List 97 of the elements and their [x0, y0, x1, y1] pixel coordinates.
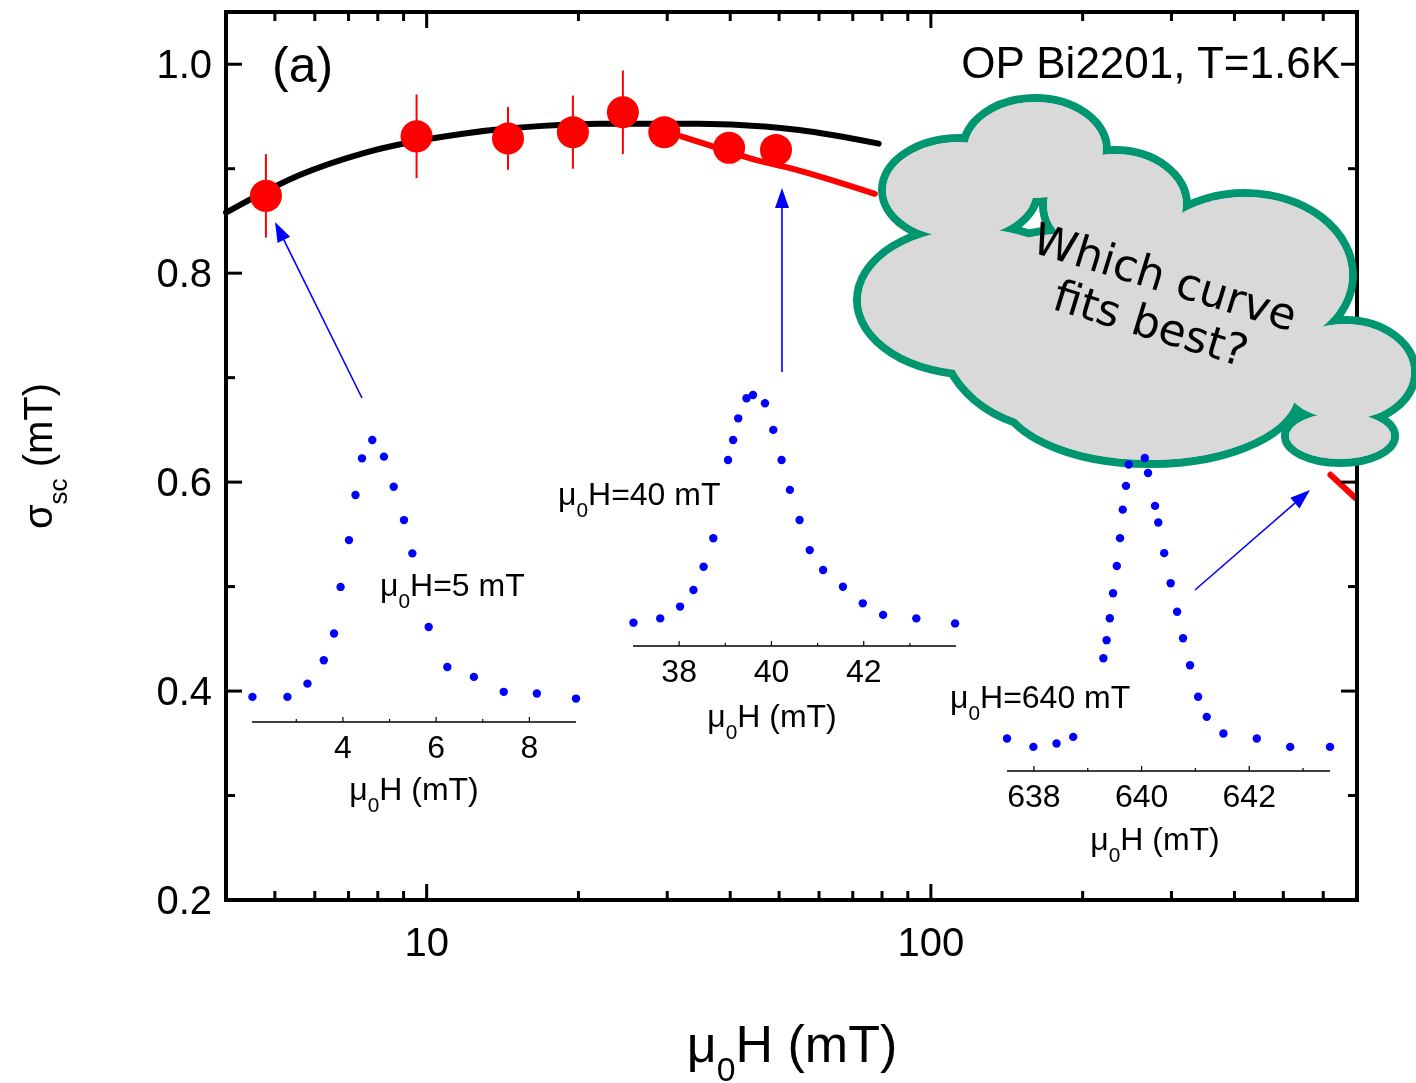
point: [399, 515, 409, 525]
annotation: (a): [272, 37, 334, 93]
point: [1118, 505, 1127, 514]
point: [1159, 548, 1169, 558]
point: [912, 614, 921, 623]
y-tick-label: 0.4: [156, 669, 212, 714]
point: [734, 414, 743, 423]
point: [760, 399, 770, 408]
point: [1052, 739, 1061, 748]
point: [1150, 501, 1160, 511]
point: [1099, 654, 1108, 663]
point: [785, 485, 795, 495]
point: [336, 582, 345, 592]
y-tick-label: 0.8: [156, 251, 212, 296]
x-tick-label: 4: [334, 729, 352, 765]
y-tick-label: 1.0: [156, 42, 212, 87]
point: [571, 694, 581, 703]
x-tick-label: 40: [753, 653, 790, 689]
x-tick-label: 8: [520, 729, 539, 765]
point: [319, 656, 328, 665]
annotation: μ$_{0}$H=5 mT: [380, 567, 525, 612]
point: [709, 534, 718, 543]
point: [675, 602, 685, 611]
point: [1325, 742, 1335, 752]
x-axis-title: μ$_{0}$H (mT): [707, 698, 837, 743]
point: [351, 490, 360, 500]
point: [1112, 561, 1122, 571]
point: [1140, 453, 1150, 463]
point: [1102, 635, 1111, 645]
point: [1121, 481, 1131, 491]
point: [1185, 661, 1195, 670]
point: [656, 614, 665, 623]
x-axis-title: μ$_{0}$H (mT): [349, 771, 479, 816]
point: [1108, 589, 1118, 598]
x-tick-label: 6: [427, 729, 446, 765]
point: [858, 599, 867, 608]
point: [424, 622, 433, 632]
point: [469, 672, 479, 682]
point: [389, 482, 398, 492]
y-tick-label: 0.2: [156, 878, 212, 922]
point: [532, 689, 542, 698]
point: [1166, 579, 1175, 588]
point: [357, 454, 367, 463]
point: [344, 535, 354, 545]
point: [1002, 734, 1012, 743]
point: [795, 515, 804, 525]
point: [805, 545, 814, 555]
x-tick-label: 38: [661, 653, 697, 689]
point: [1219, 729, 1228, 738]
point: [379, 452, 389, 461]
point: [408, 549, 417, 558]
point: [1193, 692, 1203, 702]
point: [878, 610, 888, 620]
annotation: OP Bi2201, T=1.6K: [961, 38, 1340, 87]
point: [499, 687, 508, 697]
point: [777, 455, 786, 465]
point: [1252, 734, 1261, 743]
point: [838, 582, 848, 591]
point: [629, 618, 638, 627]
point: [283, 692, 292, 702]
point: [689, 585, 698, 595]
point: [1124, 460, 1133, 469]
point: [329, 629, 339, 638]
point: [1029, 742, 1038, 752]
point: [1202, 712, 1211, 722]
x-tick-label: 640: [1114, 778, 1169, 814]
point: [1143, 468, 1153, 478]
point: [1105, 614, 1115, 623]
point: [368, 435, 377, 445]
point: [1172, 607, 1182, 616]
annotation: μ$_{0}$H=640 mT: [950, 679, 1131, 724]
y-tick-label: 0.6: [156, 460, 212, 505]
x-tick-label: 638: [1007, 778, 1061, 814]
x-axis-title: μ$_{0}$H (mT): [1090, 821, 1220, 866]
x-axis-title: μ$_{0}$H (mT): [686, 1015, 898, 1083]
point: [723, 455, 733, 465]
x-tick-label: 100: [897, 920, 965, 964]
x-tick-label: 10: [404, 920, 449, 964]
annotation: Which curve fits best?: [1027, 212, 1304, 377]
point: [443, 662, 452, 672]
point: [303, 679, 312, 688]
point: [1115, 533, 1125, 543]
x-tick-label: 642: [1222, 778, 1276, 814]
point: [769, 425, 778, 435]
point: [818, 565, 828, 575]
point: [699, 562, 708, 571]
point: [742, 394, 751, 403]
point: [248, 692, 257, 702]
point: [1154, 518, 1163, 527]
point: [728, 435, 738, 445]
annotation: μ$_{0}$H=40 mT: [558, 476, 721, 521]
point: [748, 390, 758, 400]
point: [1178, 634, 1188, 643]
point: [950, 619, 960, 628]
point: [1069, 732, 1078, 742]
x-tick-label: 42: [845, 653, 882, 689]
point: [1285, 742, 1295, 752]
